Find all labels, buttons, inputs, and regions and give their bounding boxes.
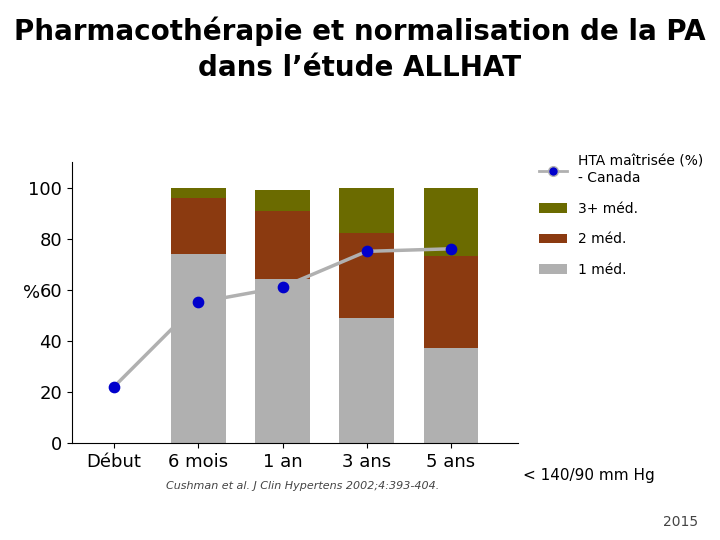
Bar [339, 187, 394, 233]
Bar [255, 211, 310, 279]
Text: Cushman et al. J Clin Hypertens 2002;4:393-404.: Cushman et al. J Clin Hypertens 2002;4:3… [166, 481, 439, 491]
Bar [423, 348, 478, 443]
Legend: HTA maîtrisée (%)
- Canada, 3+ méd., 2 méd., 1 méd.: HTA maîtrisée (%) - Canada, 3+ méd., 2 m… [539, 155, 703, 277]
Bar [171, 254, 225, 443]
Text: Pharmacothérapie et normalisation de la PA: Pharmacothérapie et normalisation de la … [14, 16, 706, 46]
Bar [423, 256, 478, 348]
Text: < 140/90 mm Hg: < 140/90 mm Hg [523, 468, 654, 483]
Point [276, 283, 288, 292]
Bar [339, 233, 394, 318]
Bar [171, 198, 225, 254]
Y-axis label: %: % [23, 285, 40, 302]
Point [192, 298, 204, 307]
Point [361, 247, 372, 255]
Text: 2015: 2015 [663, 515, 698, 529]
Bar [255, 190, 310, 211]
Bar [255, 279, 310, 443]
Bar [423, 187, 478, 256]
Text: dans l’étude ALLHAT: dans l’étude ALLHAT [199, 54, 521, 82]
Point [445, 245, 456, 253]
Bar [339, 318, 394, 443]
Point [108, 382, 120, 391]
Bar [171, 187, 225, 198]
